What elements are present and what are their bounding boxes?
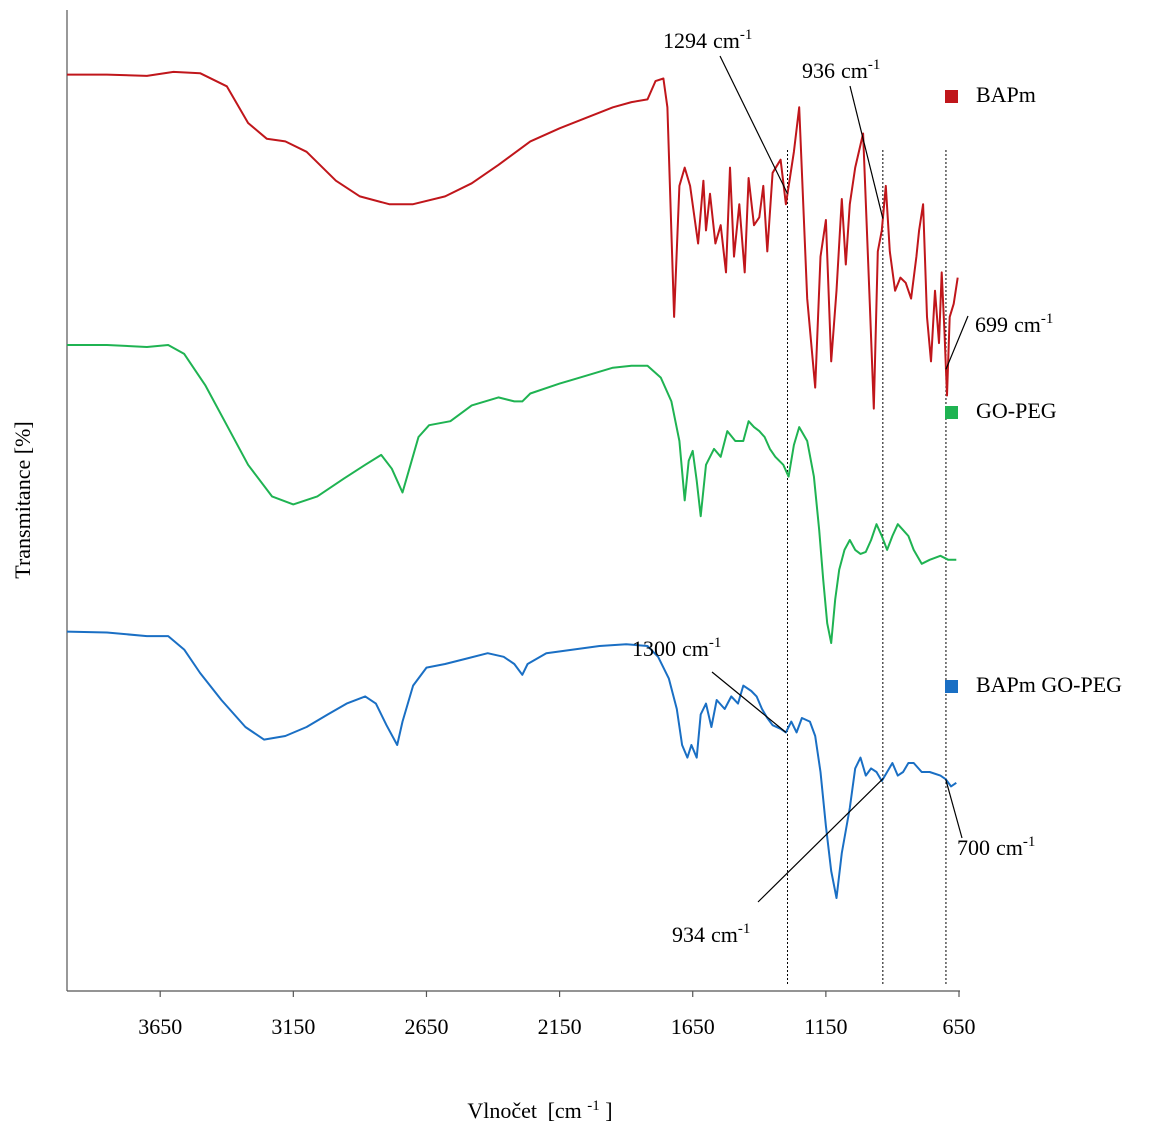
annotation-label: 934 cm-1 (672, 921, 750, 947)
y-axis-title: Transmitance [%] (10, 421, 35, 578)
series-group (66, 70, 959, 899)
annotation-label: 700 cm-1 (957, 834, 1035, 860)
x-tick-label: 1650 (671, 1014, 715, 1039)
x-axis-title-unit: [cm (548, 1098, 582, 1123)
legend-swatch (945, 90, 958, 103)
annotation-leader (945, 779, 963, 839)
series-line-2 (67, 344, 957, 644)
annotation-unit: cm (713, 28, 740, 53)
axes: 3650 3150 2650 2150 1650 1150 650 (66, 10, 976, 1039)
annotation-leader (849, 85, 884, 219)
x-tick-label: 2650 (404, 1014, 448, 1039)
annotation-leader (719, 55, 789, 195)
annotation-exponent: -1 (709, 635, 722, 651)
annotation-leader (711, 671, 787, 733)
legend-label: BAPm (976, 82, 1036, 107)
legend-label: BAPm GO-PEG (976, 672, 1122, 697)
annotation-label: 1294 cm-1 (663, 27, 752, 53)
x-tick-label: 3150 (271, 1014, 315, 1039)
x-ticks: 3650 3150 2650 2150 1650 1150 650 (138, 991, 976, 1039)
series-line-3 (66, 630, 957, 899)
annotation-leader (757, 777, 884, 903)
annotation-number: 699 (975, 312, 1008, 337)
annotation-leader (945, 315, 969, 370)
x-tick-label: 1150 (804, 1014, 847, 1039)
legend-label: GO-PEG (976, 398, 1057, 423)
annotation-exponent: -1 (868, 57, 881, 73)
annotation-exponent: -1 (740, 27, 753, 43)
annotation-unit: cm (996, 835, 1023, 860)
annotation-label: 1300 cm-1 (632, 635, 721, 661)
legend: BAPm GO-PEG BAPm GO-PEG (945, 82, 1122, 697)
annotation-number: 1300 (632, 636, 676, 661)
legend-swatch (945, 680, 958, 693)
reference-lines (787, 150, 947, 985)
annotation-unit: cm (682, 636, 709, 661)
annotation-exponent: -1 (738, 921, 751, 937)
x-tick-label: 2150 (538, 1014, 582, 1039)
x-axis-title-close: ] (605, 1098, 612, 1123)
annotation-number: 1294 (663, 28, 707, 53)
annotation-number: 936 (802, 58, 835, 83)
annotation-unit: cm (1014, 312, 1041, 337)
legend-swatch (945, 406, 958, 419)
x-tick-label: 650 (943, 1014, 976, 1039)
x-axis-title: Vlnočet [cm -1 ] (467, 1090, 612, 1123)
annotation-label: 936 cm-1 (802, 57, 880, 83)
annotation-label: 699 cm-1 (975, 311, 1053, 337)
x-tick-label: 3650 (138, 1014, 182, 1039)
series-line-1 (67, 70, 959, 410)
annotation-number: 934 (672, 922, 705, 947)
x-axis-title-exp: -1 (587, 1098, 600, 1114)
annotation-unit: cm (711, 922, 738, 947)
annotation-exponent: -1 (1023, 834, 1036, 850)
annotation-number: 700 (957, 835, 990, 860)
annotation-exponent: -1 (1041, 311, 1054, 327)
annotation-unit: cm (841, 58, 868, 83)
x-axis-title-main: Vlnočet (467, 1098, 537, 1123)
